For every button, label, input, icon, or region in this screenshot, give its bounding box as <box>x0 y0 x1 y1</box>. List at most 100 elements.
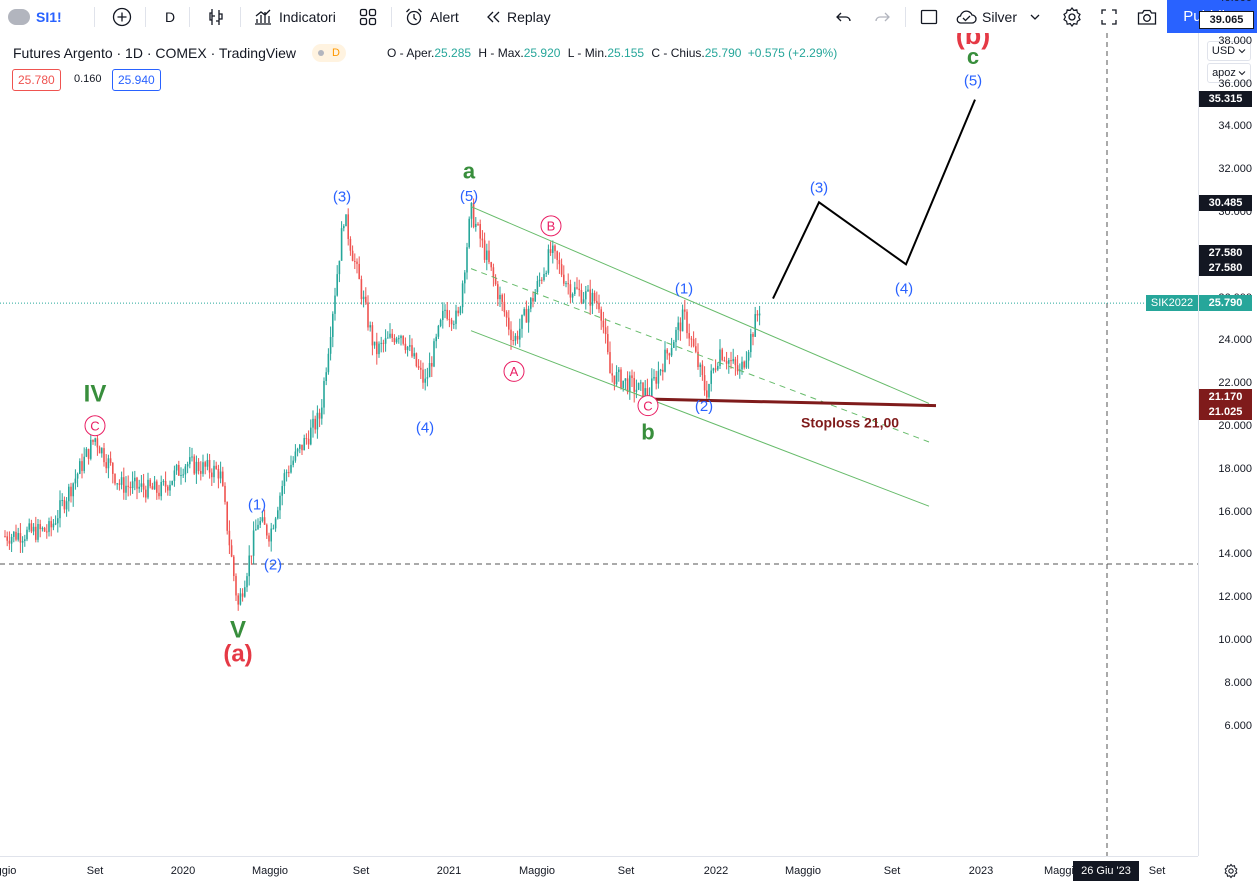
candle-body <box>593 292 596 301</box>
candle-body <box>136 477 138 489</box>
wave-label: (1) <box>248 496 266 513</box>
candle-body <box>285 472 288 474</box>
currency-select[interactable]: USD <box>1207 41 1251 61</box>
candle-body <box>695 346 697 352</box>
chart-pane[interactable]: Stoploss 21,00 IV C V (a) (1) (2) (3) (4) a (5) B A (… <box>0 33 1198 856</box>
wave-label: B <box>547 219 556 234</box>
symbol-search-button[interactable]: SI1! <box>8 0 62 33</box>
top-toolbar: SI1! D Indicatori Alert Replay Silver <box>0 0 1257 34</box>
candle-body <box>525 309 528 323</box>
save-layout-button[interactable]: Silver <box>955 0 1041 33</box>
candle-body <box>228 530 231 546</box>
candle-body <box>519 328 521 340</box>
chart-title[interactable]: Futures Argento · 1D · COMEX · TradingVi… <box>13 45 296 61</box>
candle-body <box>263 517 266 525</box>
add-symbol-button[interactable] <box>112 0 132 33</box>
candle-body <box>149 479 151 487</box>
channel-upper-line <box>470 206 930 404</box>
candle-body <box>409 345 411 347</box>
sell-price-box[interactable]: 25.780 <box>12 69 61 91</box>
candle-body <box>538 279 541 282</box>
candle-body <box>39 524 41 530</box>
candle-body <box>710 370 712 384</box>
candle-body <box>545 272 547 275</box>
undo-button[interactable] <box>834 0 854 33</box>
replay-button[interactable]: Replay <box>483 0 551 33</box>
time-tick-label: Set <box>86 865 104 877</box>
candle-body <box>466 247 468 273</box>
time-tick-label: Maggio <box>518 865 556 877</box>
wave-label: (1) <box>675 280 693 297</box>
price-axis[interactable]: USD apoz 42.00040.00038.00036.00034.0003… <box>1198 0 1257 856</box>
candle-body <box>527 308 530 323</box>
price-chart[interactable]: Stoploss 21,00 IV C V(a) (1) (2) (3) (4) a (5) B A (… <box>0 33 1198 856</box>
candle-body <box>437 325 440 337</box>
spread-value: 0.160 <box>74 73 102 85</box>
time-axis[interactable]: ggio Set 2020 Maggio Set 2021 Maggio Set 2022 Mag… <box>0 856 1198 893</box>
candle-body <box>109 458 112 463</box>
candle-body <box>459 307 462 314</box>
price-tick-label: 14.000 <box>1218 548 1252 561</box>
candle-body <box>217 468 220 479</box>
candle-body <box>59 500 61 519</box>
candle-body <box>200 471 202 474</box>
candle-body <box>98 447 101 454</box>
candle-body <box>406 346 409 351</box>
candle-body <box>602 320 605 328</box>
candle-body <box>208 459 211 473</box>
candle-body <box>686 311 688 334</box>
candle-body <box>382 342 385 344</box>
market-status-badge: D <box>311 44 346 62</box>
candle-body <box>670 347 673 356</box>
redo-button[interactable] <box>872 0 892 33</box>
series-name-tag: SIK2022 <box>1146 295 1198 312</box>
interval-button[interactable]: D <box>165 0 175 33</box>
chart-type-button[interactable] <box>207 0 227 33</box>
high-label: H - Max. <box>478 46 524 60</box>
indicators-button[interactable]: Indicatori <box>253 0 336 33</box>
candle-body <box>8 540 11 544</box>
gear-icon <box>1063 6 1081 27</box>
candle-body <box>182 474 184 476</box>
candle-body <box>541 279 543 281</box>
indicators-label: Indicatori <box>279 8 336 25</box>
fullscreen-chart-button[interactable] <box>919 0 939 33</box>
candle-body <box>96 438 99 448</box>
snapshot-button[interactable] <box>1136 0 1158 33</box>
price-tick-label: 36.000 <box>1218 77 1252 90</box>
candle-body <box>261 517 264 522</box>
candle-body <box>640 382 642 384</box>
candle-body <box>673 342 675 348</box>
candle-body <box>17 533 19 540</box>
candle-body <box>92 439 94 442</box>
candle-body <box>558 260 561 265</box>
candle-body <box>402 335 404 344</box>
candle-body <box>57 518 59 524</box>
settings-button[interactable] <box>1061 0 1083 33</box>
candle-body <box>384 338 387 344</box>
candle-body <box>420 367 422 370</box>
buy-price-box[interactable]: 25.940 <box>112 69 161 91</box>
candle-body <box>536 281 539 293</box>
candle-body <box>204 462 206 467</box>
fullscreen-button[interactable] <box>1099 0 1119 33</box>
alert-button[interactable]: Alert <box>404 0 459 33</box>
unit-select[interactable]: apoz <box>1207 63 1251 83</box>
axis-settings-button[interactable] <box>1220 860 1242 882</box>
wave-label: (2) <box>264 556 282 573</box>
candle-body <box>633 378 635 392</box>
candle-body <box>448 318 451 320</box>
candle-body <box>233 556 235 577</box>
candle-body <box>585 291 587 300</box>
layouts-button[interactable] <box>358 0 378 33</box>
candle-body <box>477 223 479 225</box>
candle-body <box>83 456 85 471</box>
price-tick-label: 18.000 <box>1218 462 1252 475</box>
time-tick-label: Set <box>1148 865 1166 877</box>
series-name: SIK2022 <box>1150 297 1194 310</box>
interval-label: D <box>165 8 176 25</box>
candle-body <box>213 465 215 478</box>
cursor-date: 26 Giu '23 <box>1081 865 1131 877</box>
wave-label: V <box>230 616 246 643</box>
candle-body <box>723 360 726 362</box>
